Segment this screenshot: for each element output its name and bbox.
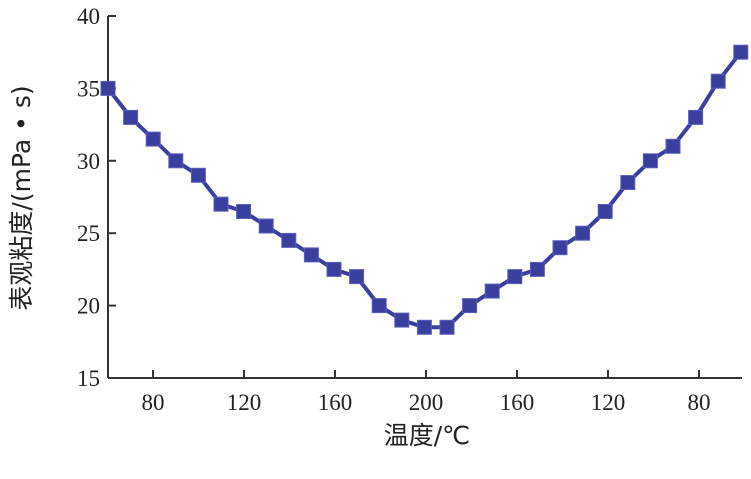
data-point [303,247,319,263]
x-tick-label: 80 [688,390,711,415]
data-point [236,204,252,219]
data-point [371,298,387,314]
data-point [326,261,342,277]
data-point [688,109,704,125]
data-point [416,319,432,335]
data-point [394,312,410,328]
data-point [123,109,139,125]
data-point [575,225,591,241]
series-group [100,44,749,335]
x-tick-label: 120 [591,390,626,415]
x-tick-label: 160 [318,390,353,415]
data-point [642,153,658,169]
data-point [281,232,297,248]
data-point [710,73,726,89]
x-axis-label: 温度/℃ [384,421,471,450]
data-point [190,167,206,183]
data-point [462,298,478,314]
data-point [597,204,613,219]
data-point [552,240,568,256]
data-point [439,319,455,335]
y-tick-label: 15 [77,366,100,391]
x-tick-label: 160 [500,390,535,415]
y-tick-label: 30 [77,149,100,174]
data-point [213,196,229,212]
data-point [665,138,681,154]
y-tick-label: 20 [77,294,100,319]
data-point [733,44,749,60]
x-tick-label: 120 [227,390,262,415]
series-line [106,50,743,330]
x-tick-label: 80 [142,390,165,415]
y-axis-label: 表观粘度/(mPa • s) [7,85,36,310]
data-point [507,269,523,285]
data-point [484,283,500,299]
y-tick-label: 40 [77,4,100,29]
x-tick-label: 200 [409,390,444,415]
data-point [529,261,545,277]
data-point [145,131,161,147]
y-tick-label: 35 [77,76,100,101]
data-point [168,153,184,169]
y-tick-label: 25 [77,221,100,246]
data-point [100,80,116,96]
data-point [620,175,636,190]
data-point [258,218,274,234]
data-point [349,269,365,285]
ticks: 15 20 25 30 35 40 80 120 160 200 160 120 80 [77,4,711,415]
